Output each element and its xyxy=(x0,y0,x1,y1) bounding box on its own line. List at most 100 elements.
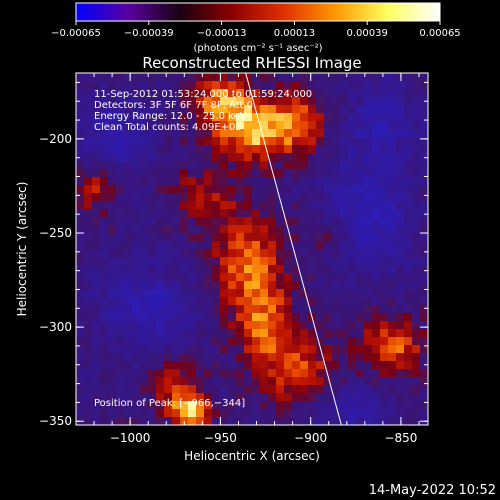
heatmap-cell xyxy=(84,73,93,82)
heatmap-cell xyxy=(260,393,269,402)
heatmap-cell xyxy=(412,297,421,306)
heatmap-cell xyxy=(300,345,309,354)
heatmap-cell xyxy=(420,217,428,226)
heatmap-cell xyxy=(268,257,277,266)
annotation-detectors: Detectors: 3F 5F 6F 7F 8F, Att 0 xyxy=(94,100,253,111)
heatmap-cell xyxy=(308,385,317,394)
heatmap-cell xyxy=(140,193,149,202)
heatmap-cell xyxy=(316,353,325,362)
colorbar-tick-label: 0.00013 xyxy=(274,28,315,39)
heatmap-cell xyxy=(316,105,325,114)
heatmap-cell xyxy=(172,377,181,386)
heatmap-cell xyxy=(244,241,253,250)
heatmap-cell xyxy=(332,89,341,98)
heatmap-cell xyxy=(268,113,277,122)
heatmap-cell xyxy=(252,273,261,282)
heatmap-cell xyxy=(148,145,157,154)
heatmap-cell xyxy=(260,289,269,298)
heatmap-cell xyxy=(204,129,213,138)
heatmap-cell xyxy=(164,305,173,314)
heatmap-cell xyxy=(84,393,93,402)
heatmap-cell xyxy=(348,169,357,178)
heatmap-cell xyxy=(404,329,413,338)
heatmap-cell xyxy=(132,257,141,266)
heatmap-cell xyxy=(284,377,293,386)
heatmap-cell xyxy=(188,153,197,162)
heatmap-cell xyxy=(396,313,405,322)
heatmap-cell xyxy=(196,113,205,122)
heatmap-cell xyxy=(204,81,213,90)
heatmap-cell xyxy=(364,177,373,186)
heatmap-cell xyxy=(260,345,269,354)
heatmap-cell xyxy=(252,369,261,378)
heatmap-cell xyxy=(116,209,125,218)
heatmap-cell xyxy=(380,401,389,410)
heatmap-cell xyxy=(76,217,85,226)
heatmap-cell xyxy=(124,289,133,298)
heatmap-cell xyxy=(268,313,277,322)
heatmap-cell xyxy=(164,337,173,346)
heatmap-cell xyxy=(92,409,101,418)
heatmap-cell xyxy=(124,201,133,210)
heatmap-cell xyxy=(316,257,325,266)
heatmap-cell xyxy=(260,329,269,338)
heatmap-cell xyxy=(124,265,133,274)
heatmap-cell xyxy=(100,369,109,378)
heatmap-cell xyxy=(140,329,149,338)
heatmap-cell xyxy=(132,185,141,194)
heatmap-cell xyxy=(412,161,421,170)
heatmap-cell xyxy=(76,329,85,338)
heatmap-cell xyxy=(364,329,373,338)
heatmap-cell xyxy=(204,337,213,346)
heatmap-cell xyxy=(236,345,245,354)
heatmap-cell xyxy=(340,209,349,218)
heatmap-cell xyxy=(132,393,141,402)
heatmap-cell xyxy=(228,305,237,314)
heatmap-cell xyxy=(252,145,261,154)
heatmap-cell xyxy=(196,169,205,178)
heatmap-cell xyxy=(420,353,428,362)
heatmap-cell xyxy=(220,201,229,210)
heatmap-cell xyxy=(164,241,173,250)
heatmap-cell xyxy=(396,177,405,186)
heatmap-cell xyxy=(388,177,397,186)
heatmap-cell xyxy=(268,145,277,154)
heatmap-cell xyxy=(380,129,389,138)
heatmap-cell xyxy=(100,201,109,210)
heatmap-cell xyxy=(212,209,221,218)
heatmap-cell xyxy=(196,153,205,162)
heatmap-cell xyxy=(148,289,157,298)
heatmap-cell xyxy=(388,377,397,386)
heatmap-cell xyxy=(356,225,365,234)
colorbar-ticks: −0.00065 −0.00039 −0.00013 0.00013 0.00039 0.… xyxy=(51,21,461,39)
heatmap-cell xyxy=(124,273,133,282)
heatmap-cell xyxy=(220,385,229,394)
heatmap-cell xyxy=(124,241,133,250)
heatmap-cell xyxy=(268,297,277,306)
heatmap-cell xyxy=(100,233,109,242)
annotation-time: 11-Sep-2012 01:53:24.000 to 01:59:24.000 xyxy=(94,89,312,100)
heatmap-cell xyxy=(76,169,85,178)
heatmap-cell xyxy=(212,377,221,386)
heatmap-cell xyxy=(276,305,285,314)
heatmap-cell xyxy=(220,353,229,362)
heatmap-cell xyxy=(132,345,141,354)
heatmap-cell xyxy=(180,401,189,410)
heatmap-cell xyxy=(292,137,301,146)
heatmap-cell xyxy=(244,129,253,138)
heatmap-cell xyxy=(244,201,253,210)
heatmap-cell xyxy=(228,129,237,138)
heatmap-cell xyxy=(420,329,428,338)
heatmap-cell xyxy=(388,241,397,250)
heatmap-cell xyxy=(124,401,133,410)
heatmap-cell xyxy=(148,89,157,98)
heatmap-cell xyxy=(172,337,181,346)
heatmap-cell xyxy=(92,161,101,170)
heatmap-cell xyxy=(148,321,157,330)
heatmap-cell xyxy=(236,161,245,170)
heatmap-cell xyxy=(148,353,157,362)
heatmap-cell xyxy=(388,89,397,98)
heatmap-cell xyxy=(140,321,149,330)
heatmap-cell xyxy=(196,265,205,274)
heatmap-cell xyxy=(252,345,261,354)
